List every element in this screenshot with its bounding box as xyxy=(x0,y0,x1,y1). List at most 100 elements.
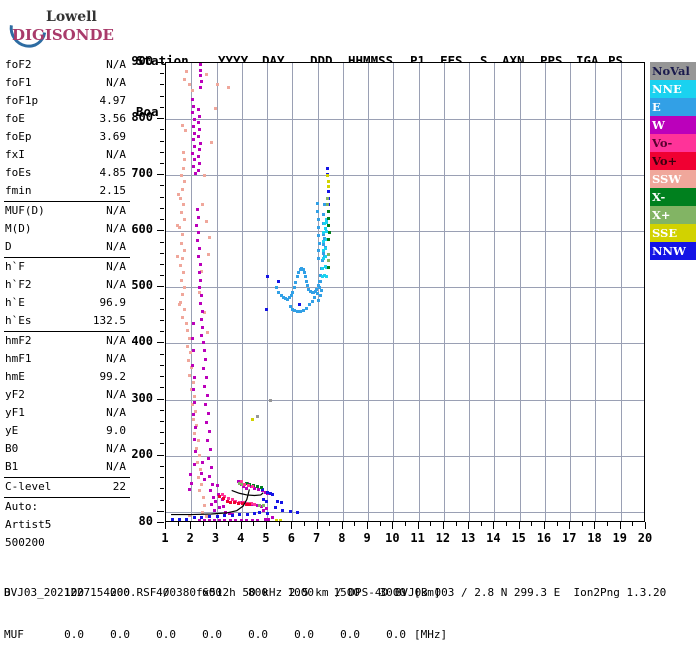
data-point-spread-echo-SSW xyxy=(177,193,181,197)
param-value: 3.56 xyxy=(99,112,127,125)
y-axis-minor-tick xyxy=(160,219,164,220)
data-point-topside-NNW xyxy=(253,511,257,515)
x-axis-minor-tick xyxy=(430,522,431,526)
muf-table: D 100 200 400 600 800 1000 1500 3000 [km] MUF 0.0 0… xyxy=(4,558,447,656)
x-axis-tick xyxy=(620,522,621,529)
data-point-spread-echo-W xyxy=(191,388,195,392)
auto-text: 500200 xyxy=(5,536,45,549)
data-point-E-region-Voplus xyxy=(237,501,240,505)
legend-item-X[interactable]: X- xyxy=(650,188,696,206)
param-row-foE: foE 3.56 xyxy=(4,110,130,128)
data-point-spread-echo-SSW xyxy=(200,510,204,514)
data-point-spread-echo-SSW xyxy=(205,331,209,335)
y-axis-minor-tick xyxy=(160,107,164,108)
data-point-spread-echo-SSW xyxy=(183,217,187,221)
data-point-spread-echo-W xyxy=(199,294,203,298)
data-point-topside-Xplus xyxy=(326,259,330,263)
ionogram-canvas[interactable] xyxy=(165,62,645,522)
y-axis-tick xyxy=(157,230,164,231)
muf-cell-5: 0.0 xyxy=(294,628,314,641)
legend-item-NNE[interactable]: NNE xyxy=(650,80,696,98)
data-point-F-trace-E-blue xyxy=(274,286,278,290)
data-point-spread-echo-W xyxy=(202,478,206,482)
data-point-spread-echo-W xyxy=(191,138,195,142)
legend-item-X[interactable]: X+ xyxy=(650,206,696,224)
data-point-spread-echo-SSW xyxy=(200,482,204,486)
data-point-topside-NNW xyxy=(200,516,204,520)
x-axis-tick xyxy=(367,522,368,529)
data-point-F-trace-E-blue xyxy=(297,270,301,274)
data-point-spread-echo-SSW xyxy=(182,270,186,274)
data-point-spread-echo-W xyxy=(191,124,195,128)
data-point-spread-echo-W xyxy=(193,158,197,162)
param-key: foF1p xyxy=(5,94,39,107)
data-point-E-region-Voplus xyxy=(221,497,225,501)
data-point-F-trace-E-blue xyxy=(305,279,309,283)
data-point-F-trace-NNE-cyan xyxy=(324,217,328,221)
param-key: yF1 xyxy=(5,406,25,419)
data-point-F-trace-E-blue xyxy=(309,289,312,293)
muf-unit: [MHz] xyxy=(414,628,448,641)
data-point-topside-Xminus xyxy=(327,216,331,220)
data-point-spread-echo-W xyxy=(199,85,203,89)
data-point-topside-SSE xyxy=(326,179,330,183)
legend-item-Vo[interactable]: Vo- xyxy=(650,134,696,152)
data-point-F-trace-E-blue xyxy=(303,270,307,274)
data-point-topside-NNW xyxy=(262,498,266,502)
legend-item-E[interactable]: E xyxy=(650,98,696,116)
grid-line-horizontal xyxy=(166,287,644,288)
legend-item-NoVal[interactable]: NoVal xyxy=(650,62,696,80)
y-axis-minor-tick xyxy=(160,141,164,142)
x-axis-tick xyxy=(241,522,242,529)
param-row-B1: B1 N/A xyxy=(4,458,130,476)
data-point-topside-Xminus xyxy=(327,231,331,235)
data-point-E-region-Vominus xyxy=(220,492,224,496)
legend-item-Vo[interactable]: Vo+ xyxy=(650,152,696,170)
data-point-topside-NNW xyxy=(238,513,242,517)
y-axis-minor-tick xyxy=(160,242,164,243)
x-axis-label: 2 xyxy=(186,531,194,545)
data-point-spread-echo-W xyxy=(205,394,209,398)
data-point-topside-SSE xyxy=(326,174,330,178)
data-point-spread-echo-SSW xyxy=(197,476,201,479)
data-point-topside-NNW xyxy=(273,506,277,510)
data-point-spread-echo-SSW xyxy=(180,257,184,261)
legend-item-W[interactable]: W xyxy=(650,116,696,134)
data-point-F-trace-E-blue xyxy=(285,297,289,301)
param-row-fxI: fxI N/A xyxy=(4,146,130,164)
data-point-F-trace-E-blue xyxy=(288,305,292,309)
grid-line-vertical xyxy=(217,63,218,521)
legend-item-NNW[interactable]: NNW xyxy=(650,242,696,260)
param-row-hEs: h`Es 132.5 xyxy=(4,312,130,330)
data-point-topside-NNW xyxy=(266,275,270,279)
header-col-7: S xyxy=(480,53,488,68)
data-point-spread-echo-W xyxy=(244,518,248,521)
param-value: 2.15 xyxy=(99,184,127,197)
distance-cell-7: 3000 xyxy=(379,586,407,599)
param-value: N/A xyxy=(106,442,126,455)
ionogram-plot-area[interactable]: 80 200 300 400 500 600 700 800 900 1 2 3 4 5 6 7 8 9 10 11 1… xyxy=(131,54,652,545)
param-value: 99.2 xyxy=(99,370,127,383)
data-point-E-region-Vominus xyxy=(247,483,251,487)
data-point-F-trace-E-blue xyxy=(321,251,325,255)
data-point-spread-echo-SSW xyxy=(197,290,201,294)
data-point-F-trace-E-blue xyxy=(283,297,287,301)
data-point-topside-NNW xyxy=(279,500,283,504)
data-point-spread-echo-W xyxy=(197,168,201,172)
data-point-spread-echo-SSW xyxy=(214,106,218,110)
legend-item-SSW[interactable]: SSW xyxy=(650,170,696,188)
legend-item-SSE[interactable]: SSE xyxy=(650,224,696,242)
auto-line-1: Artist5 xyxy=(4,516,130,534)
data-point-topside-SSE xyxy=(278,518,282,521)
y-axis-minor-tick xyxy=(160,309,164,310)
param-row-foF2: foF2 N/A xyxy=(4,56,130,74)
x-axis-minor-tick xyxy=(582,522,583,526)
param-key: h`F2 xyxy=(5,278,32,291)
y-axis-label: 900 xyxy=(131,54,153,68)
data-point-spread-echo-W xyxy=(207,518,211,521)
data-point-topside-NNW xyxy=(230,514,234,518)
data-point-topside-NNW xyxy=(258,510,262,514)
param-key: h`Es xyxy=(5,314,32,327)
grid-line-vertical xyxy=(494,63,495,521)
data-point-spread-echo-W xyxy=(207,456,211,460)
